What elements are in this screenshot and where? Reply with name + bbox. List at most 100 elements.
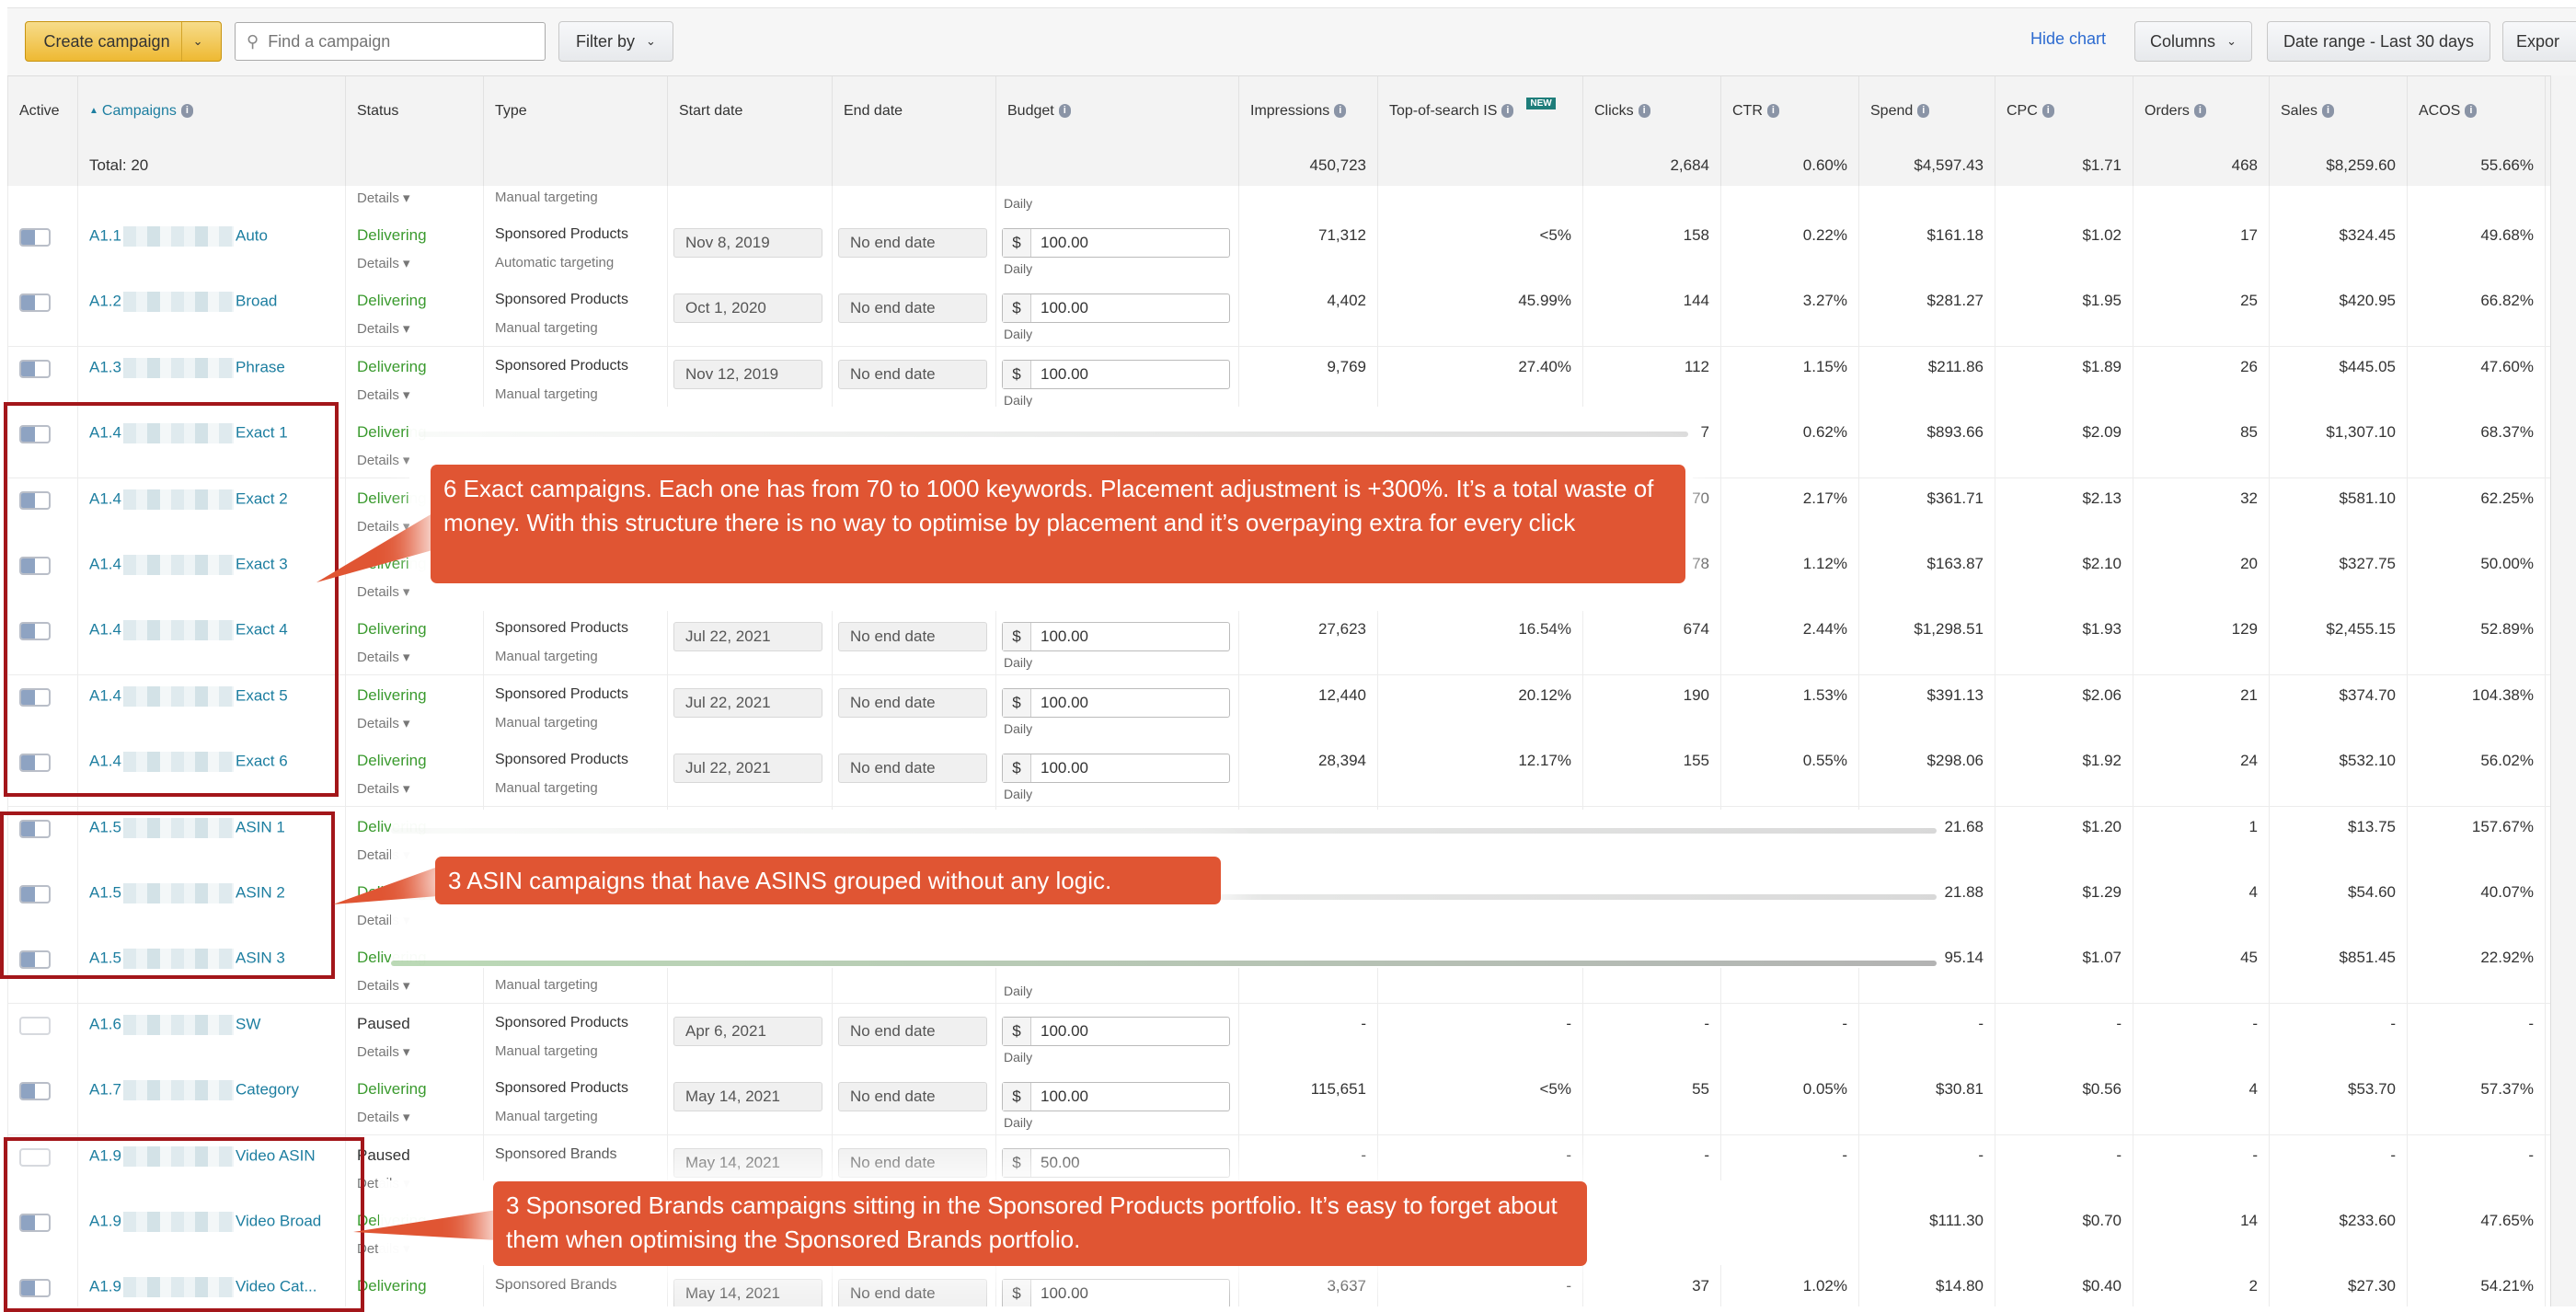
budget-input[interactable]: $100.00	[1002, 754, 1230, 784]
details-dropdown[interactable]: Details ▾	[357, 321, 410, 338]
active-toggle[interactable]	[19, 622, 51, 641]
details-dropdown[interactable]: Details ▾	[357, 453, 410, 469]
info-icon[interactable]: i	[2193, 104, 2206, 118]
start-date-field[interactable]: May 14, 2021	[673, 1147, 822, 1178]
start-date-field[interactable]: May 14, 2021	[673, 1082, 822, 1112]
active-toggle[interactable]	[19, 293, 51, 313]
budget-input[interactable]: $100.00	[1002, 228, 1230, 258]
column-header-sales[interactable]: Sales i	[2269, 76, 2407, 145]
campaign-name-link[interactable]: A1.4 Exact 5	[89, 685, 288, 707]
column-header-cpc[interactable]: CPC i	[1995, 76, 2133, 145]
column-header-campaigns[interactable]: ▲ Campaigns i	[77, 76, 345, 145]
campaign-name-link[interactable]: A1.9 Video Broad	[89, 1212, 321, 1232]
budget-input[interactable]: $100.00	[1002, 1016, 1230, 1046]
budget-input[interactable]: $100.00	[1002, 687, 1230, 718]
filter-by-button[interactable]: Filter by ⌄	[558, 21, 673, 62]
campaign-name-link[interactable]: A1.4 Exact 2	[89, 489, 288, 510]
active-toggle[interactable]	[19, 687, 51, 707]
budget-input[interactable]: $100.00	[1002, 1279, 1230, 1306]
details-dropdown[interactable]: Details ▾	[357, 978, 410, 995]
info-icon[interactable]: i	[1917, 104, 1930, 118]
active-toggle[interactable]	[19, 228, 51, 247]
budget-input[interactable]: $100.00	[1002, 359, 1230, 389]
hide-chart-link[interactable]: Hide chart	[2030, 29, 2107, 48]
active-toggle[interactable]	[19, 950, 51, 970]
column-header-end_date[interactable]: End date	[832, 76, 995, 145]
campaign-name-link[interactable]: A1.5 ASIN 1	[89, 817, 285, 838]
campaign-name-link[interactable]: A1.9 Video ASIN	[89, 1145, 316, 1167]
campaign-name-link[interactable]: A1.4 Exact 4	[89, 620, 288, 641]
column-header-active[interactable]: Active	[7, 76, 77, 145]
active-toggle[interactable]	[19, 819, 51, 838]
active-toggle[interactable]	[19, 754, 51, 773]
column-header-status[interactable]: Status	[345, 76, 483, 145]
budget-input[interactable]: $100.00	[1002, 1082, 1230, 1112]
details-dropdown[interactable]: Details ▾	[357, 386, 410, 403]
end-date-field[interactable]: No end date	[838, 687, 987, 718]
campaign-name-link[interactable]: A1.2 Broad	[89, 292, 277, 313]
scrollbar[interactable]	[2550, 75, 2576, 1306]
end-date-field[interactable]: No end date	[838, 293, 987, 324]
start-date-field[interactable]: Jul 22, 2021	[673, 622, 822, 652]
end-date-field[interactable]: No end date	[838, 1082, 987, 1112]
date-range-button[interactable]: Date range - Last 30 days	[2267, 21, 2490, 62]
end-date-field[interactable]: No end date	[838, 1147, 987, 1178]
column-header-type[interactable]: Type	[483, 76, 667, 145]
active-toggle[interactable]	[19, 490, 51, 510]
column-header-budget[interactable]: Budget i	[995, 76, 1238, 145]
end-date-field[interactable]: No end date	[838, 1279, 987, 1306]
start-date-field[interactable]: Jul 22, 2021	[673, 754, 822, 784]
info-icon[interactable]: i	[1058, 104, 1071, 118]
info-icon[interactable]: i	[1766, 104, 1779, 118]
search-field[interactable]: ⚲	[235, 22, 546, 61]
budget-input[interactable]: $50.00	[1002, 1147, 1230, 1178]
details-dropdown[interactable]: Details ▾	[357, 518, 410, 535]
active-toggle[interactable]	[19, 557, 51, 575]
column-header-clicks[interactable]: Clicks i	[1582, 76, 1720, 145]
start-date-field[interactable]: Apr 6, 2021	[673, 1016, 822, 1046]
budget-input[interactable]: $100.00	[1002, 293, 1230, 324]
end-date-field[interactable]: No end date	[838, 359, 987, 389]
column-header-start_date[interactable]: Start date	[667, 76, 832, 145]
start-date-field[interactable]: Nov 8, 2019	[673, 228, 822, 258]
active-toggle[interactable]	[19, 359, 51, 378]
campaign-name-link[interactable]: A1.4 Exact 3	[89, 555, 288, 575]
start-date-field[interactable]: Jul 22, 2021	[673, 687, 822, 718]
end-date-field[interactable]: No end date	[838, 754, 987, 784]
end-date-field[interactable]: No end date	[838, 622, 987, 652]
details-dropdown[interactable]: Details ▾	[357, 256, 410, 271]
budget-input[interactable]: $100.00	[1002, 622, 1230, 652]
create-campaign-button[interactable]: Create campaign ⌄	[25, 21, 222, 62]
search-input[interactable]	[266, 30, 528, 52]
info-icon[interactable]: i	[1334, 104, 1347, 118]
campaign-name-link[interactable]: A1.1 Auto	[89, 226, 268, 247]
details-dropdown[interactable]: Details ▾	[357, 584, 410, 600]
columns-button[interactable]: Columns ⌄	[2134, 21, 2252, 62]
column-header-ctr[interactable]: CTR i	[1720, 76, 1858, 145]
info-icon[interactable]: i	[2465, 104, 2478, 118]
column-header-acos[interactable]: ACOS i	[2407, 76, 2545, 145]
info-icon[interactable]: i	[2322, 104, 2335, 118]
export-button[interactable]: Expor	[2502, 21, 2576, 62]
campaign-name-link[interactable]: A1.3 Phrase	[89, 357, 285, 378]
details-dropdown[interactable]: Details ▾	[357, 190, 410, 206]
campaign-name-link[interactable]: A1.6 SW	[89, 1014, 260, 1035]
column-header-orders[interactable]: Orders i	[2133, 76, 2269, 145]
info-icon[interactable]: i	[180, 104, 193, 118]
column-header-impressions[interactable]: Impressions i	[1238, 76, 1377, 145]
active-toggle[interactable]	[19, 1279, 51, 1298]
active-toggle[interactable]	[19, 1082, 51, 1101]
details-dropdown[interactable]: Details ▾	[357, 781, 410, 798]
active-toggle[interactable]	[19, 1214, 51, 1232]
end-date-field[interactable]: No end date	[838, 1016, 987, 1046]
campaign-name-link[interactable]: A1.9 Video Cat...	[89, 1277, 317, 1298]
details-dropdown[interactable]: Details ▾	[357, 1043, 410, 1060]
start-date-field[interactable]: May 14, 2021	[673, 1279, 822, 1306]
column-header-spend[interactable]: Spend i	[1858, 76, 1995, 145]
info-icon[interactable]: i	[1638, 104, 1650, 118]
info-icon[interactable]: i	[2041, 104, 2054, 118]
campaign-name-link[interactable]: A1.4 Exact 6	[89, 752, 288, 773]
active-toggle[interactable]	[19, 425, 51, 444]
active-toggle[interactable]	[19, 1147, 51, 1167]
campaign-name-link[interactable]: A1.5 ASIN 3	[89, 949, 285, 970]
